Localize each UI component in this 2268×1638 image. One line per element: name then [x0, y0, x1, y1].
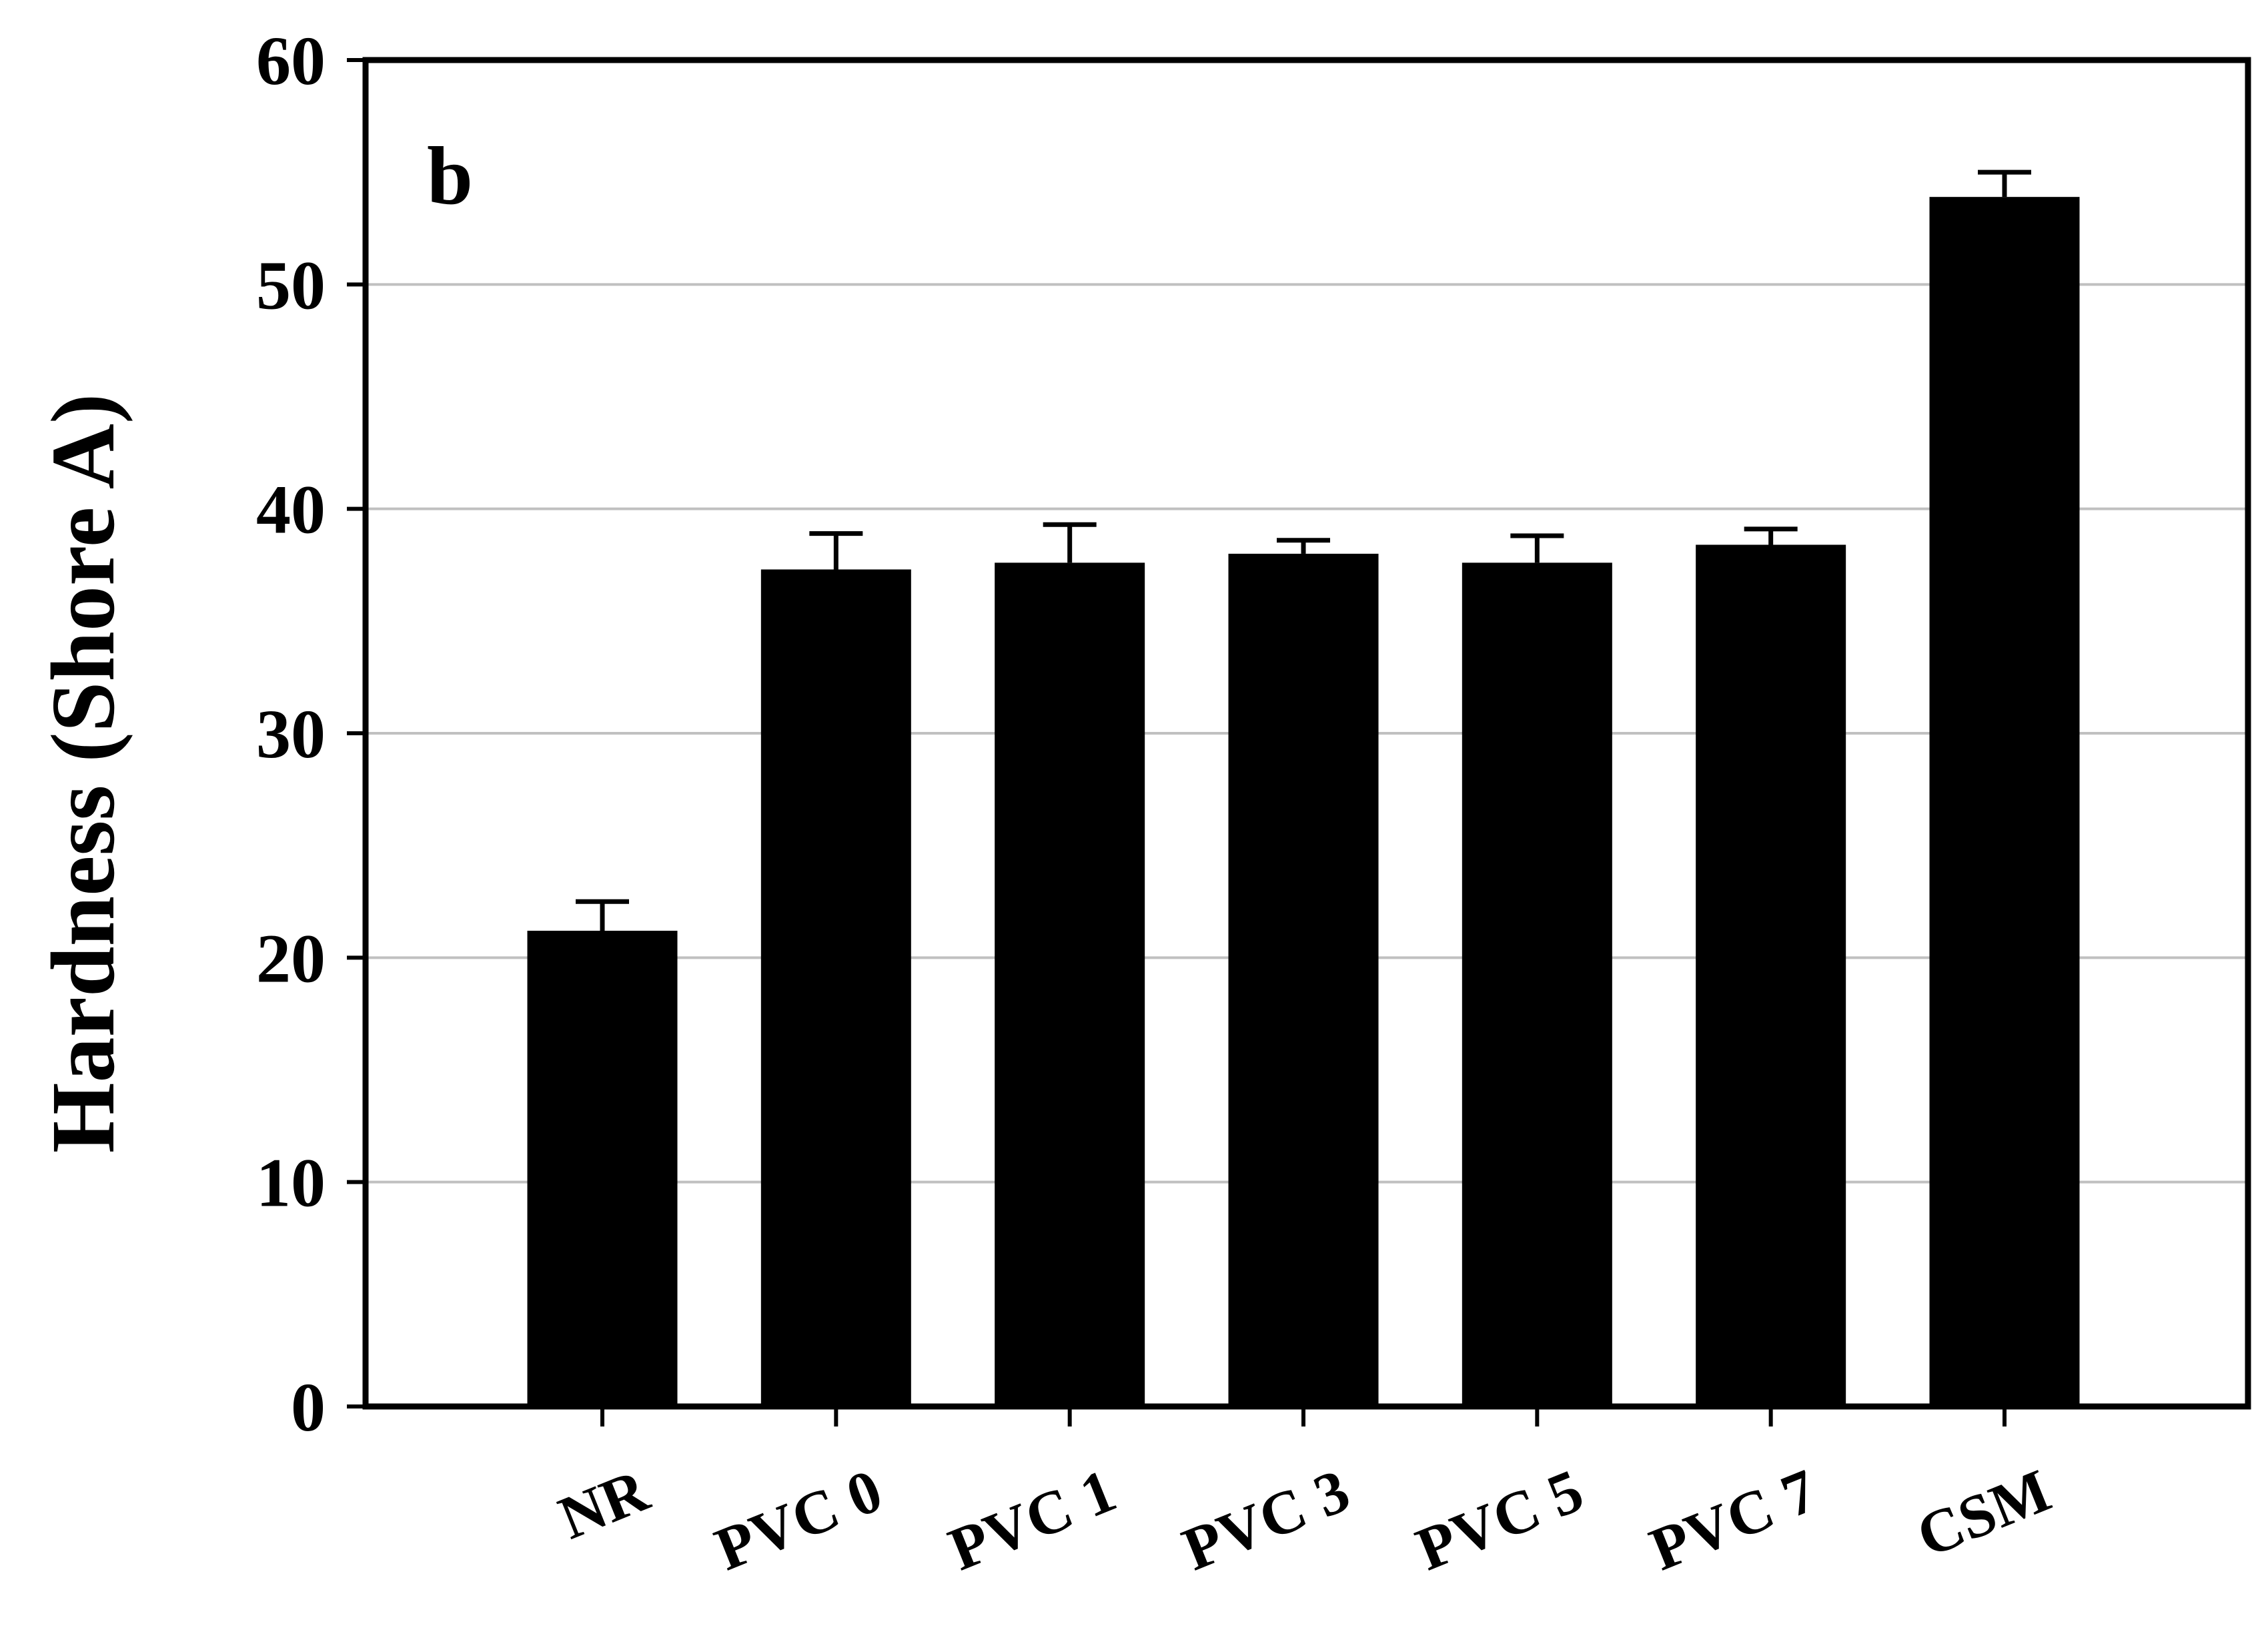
bar: [760, 569, 911, 1406]
x-tick-label: PVC 7: [1641, 1456, 1826, 1583]
x-tick-label: NR: [550, 1455, 658, 1552]
x-axis-ticks: NR PVC 0 PVC 1 PVC 3 PVC 5 PVC 7 CSM: [550, 1406, 2059, 1583]
x-tick-label: PVC 0: [706, 1456, 891, 1583]
bar: [1929, 197, 2080, 1406]
y-tick-label: 50: [256, 247, 326, 324]
bar: [1228, 553, 1379, 1406]
y-tick-label: 60: [256, 23, 326, 99]
y-tick-label: 10: [256, 1145, 326, 1222]
error-bars: [576, 169, 2031, 931]
y-tick-label: 0: [291, 1369, 326, 1446]
bars: [527, 197, 2080, 1406]
y-tick-label: 30: [256, 696, 326, 773]
bar: [1462, 562, 1612, 1406]
panel-label: b: [427, 130, 473, 222]
bar: [527, 930, 678, 1406]
y-axis-title: Hardness (Shore A): [33, 394, 133, 1153]
bar: [995, 562, 1145, 1406]
x-tick-label: PVC 1: [940, 1456, 1125, 1583]
y-tick-label: 40: [256, 472, 326, 548]
x-tick-label: PVC 5: [1407, 1456, 1592, 1583]
x-tick-label: CSM: [1908, 1456, 2060, 1570]
y-axis-ticks: 0 10 20 30 40 50 60: [256, 23, 366, 1446]
bar: [1696, 544, 1846, 1406]
y-tick-label: 20: [256, 920, 326, 997]
x-tick-label: PVC 3: [1173, 1456, 1358, 1583]
